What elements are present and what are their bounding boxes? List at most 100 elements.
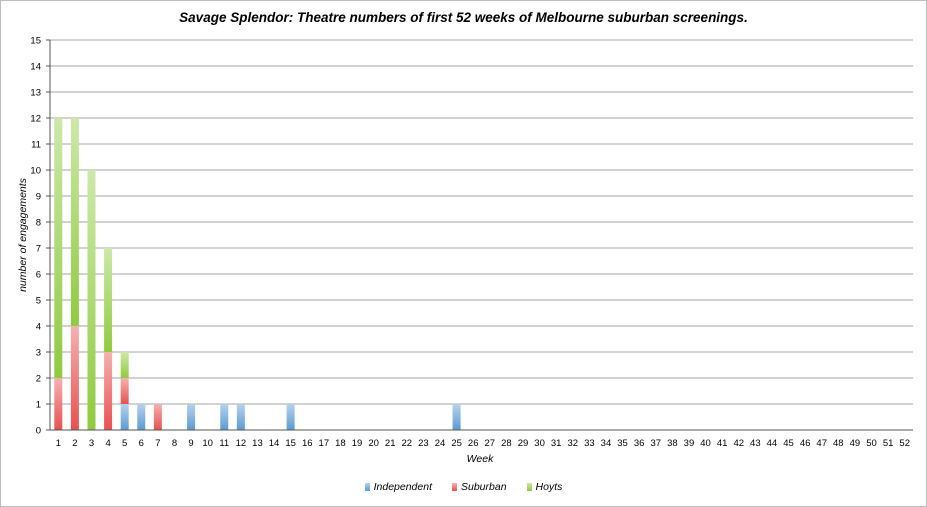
legend-label: Hoyts: [535, 481, 563, 493]
bar-independent-week-12: [236, 404, 245, 430]
x-tick-label: 26: [468, 438, 479, 449]
y-tick-label: 6: [36, 270, 41, 281]
bar-independent-week-5: [120, 404, 129, 430]
x-tick-label: 20: [368, 438, 379, 449]
bar-suburban-week-2: [70, 326, 79, 430]
y-tick-label: 4: [36, 322, 41, 333]
x-tick-label: 32: [567, 438, 578, 449]
x-tick-label: 8: [172, 438, 177, 449]
y-tick-label: 5: [36, 296, 41, 307]
y-tick-label: 2: [36, 374, 41, 385]
x-tick-label: 33: [584, 438, 595, 449]
x-tick-label: 36: [634, 438, 645, 449]
legend-swatch: [452, 483, 457, 491]
y-tick-label: 11: [31, 140, 41, 151]
x-tick-label: 14: [269, 438, 280, 449]
x-tick-label: 3: [89, 438, 94, 449]
x-tick-label: 52: [899, 438, 910, 449]
y-tick-label: 10: [30, 166, 41, 177]
bar-independent-week-6: [137, 404, 146, 430]
y-tick-label: 8: [36, 218, 41, 229]
x-tick-label: 27: [485, 438, 496, 449]
x-tick-label: 46: [800, 438, 811, 449]
bar-suburban-week-7: [153, 404, 162, 430]
x-tick-label: 29: [518, 438, 529, 449]
legend-item-hoyts: Hoyts: [526, 481, 563, 493]
bar-hoyts-week-1: [54, 118, 63, 378]
x-tick-label: 9: [188, 438, 193, 449]
x-tick-label: 11: [219, 438, 229, 449]
y-tick-label: 9: [36, 192, 41, 203]
y-tick-label: 0: [36, 426, 41, 437]
x-tick-label: 35: [617, 438, 628, 449]
x-axis-title: Week: [467, 453, 494, 465]
bar-hoyts-week-4: [104, 248, 113, 352]
y-axis-title: number of engagements: [17, 177, 29, 292]
legend-label: Independent: [373, 481, 432, 493]
y-tick-label: 14: [30, 62, 41, 73]
bar-suburban-week-1: [54, 378, 63, 430]
x-tick-label: 1: [56, 438, 61, 449]
x-tick-label: 13: [252, 438, 263, 449]
x-tick-label: 48: [833, 438, 844, 449]
x-tick-label: 12: [236, 438, 247, 449]
x-tick-label: 31: [551, 438, 562, 449]
legend-swatch: [526, 483, 532, 491]
bar-independent-week-11: [220, 404, 229, 430]
bar-hoyts-week-2: [70, 118, 79, 326]
gridlines: [50, 39, 913, 431]
x-tick-label: 23: [418, 438, 429, 449]
chart-title: Savage Splendor: Theatre numbers of firs…: [179, 10, 748, 25]
y-tick-label: 15: [30, 36, 41, 47]
y-tick-label: 1: [36, 400, 41, 411]
x-tick-label: 21: [385, 438, 396, 449]
bar-independent-week-15: [286, 404, 295, 430]
x-tick-label: 25: [451, 438, 462, 449]
x-tick-label: 5: [122, 438, 127, 449]
x-tick-label: 42: [733, 438, 744, 449]
x-tick-label: 6: [139, 438, 144, 449]
bars: [54, 118, 461, 430]
x-tick-label: 45: [783, 438, 794, 449]
x-tick-label: 15: [285, 438, 296, 449]
x-tick-label: 2: [72, 438, 77, 449]
x-tick-label: 24: [435, 438, 446, 449]
bar-suburban-week-4: [104, 352, 113, 430]
bar-independent-week-9: [187, 404, 196, 430]
x-tick-label: 18: [335, 438, 346, 449]
x-tick-label: 50: [866, 438, 877, 449]
bar-hoyts-week-3: [87, 170, 96, 430]
x-tick-label: 16: [302, 438, 313, 449]
x-tick-label: 17: [319, 438, 330, 449]
x-tick-label: 34: [601, 438, 612, 449]
x-tick-label: 44: [767, 438, 778, 449]
x-tick-label: 4: [105, 438, 110, 449]
legend-item-independent: Independent: [364, 481, 432, 493]
x-tick-label: 7: [155, 438, 160, 449]
x-tick-label: 47: [816, 438, 827, 449]
x-tick-label: 41: [717, 438, 728, 449]
y-tick-label: 3: [36, 348, 41, 359]
bar-independent-week-25: [452, 404, 461, 430]
x-tick-label: 49: [850, 438, 861, 449]
legend-label: Suburban: [461, 481, 507, 493]
x-tick-label: 43: [750, 438, 761, 449]
y-tick-label: 12: [30, 114, 41, 125]
bar-suburban-week-5: [120, 378, 129, 404]
x-tick-label: 38: [667, 438, 678, 449]
x-tick-label: 22: [402, 438, 413, 449]
y-tick-label: 7: [36, 244, 41, 255]
legend: Independent Suburban Hoyts: [0, 481, 927, 493]
y-tick-label: 13: [30, 88, 41, 99]
legend-item-suburban: Suburban: [452, 481, 507, 493]
x-tick-label: 40: [700, 438, 711, 449]
x-tick-label: 19: [352, 438, 363, 449]
legend-swatch: [364, 483, 370, 491]
x-tick-label: 30: [534, 438, 545, 449]
x-tick-label: 37: [650, 438, 661, 449]
x-tick-label: 28: [501, 438, 512, 449]
x-tick-label: 39: [684, 438, 695, 449]
x-tick-label: 51: [883, 438, 894, 449]
